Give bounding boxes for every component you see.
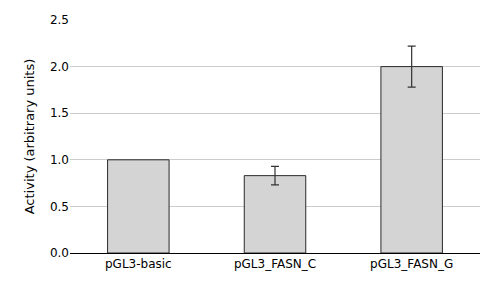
- svg-text:pGL3_FASN_C: pGL3_FASN_C: [234, 257, 316, 271]
- svg-text:1.5: 1.5: [50, 106, 69, 120]
- svg-text:1.0: 1.0: [50, 153, 69, 167]
- svg-text:Activity (arbitrary units): Activity (arbitrary units): [22, 59, 37, 215]
- svg-text:2.5: 2.5: [50, 13, 69, 27]
- svg-text:2.0: 2.0: [50, 60, 69, 74]
- svg-text:0.0: 0.0: [50, 246, 69, 260]
- svg-text:pGL3-basic: pGL3-basic: [105, 257, 172, 271]
- svg-text:0.5: 0.5: [50, 200, 69, 214]
- svg-text:pGL3_FASN_G: pGL3_FASN_G: [370, 257, 453, 271]
